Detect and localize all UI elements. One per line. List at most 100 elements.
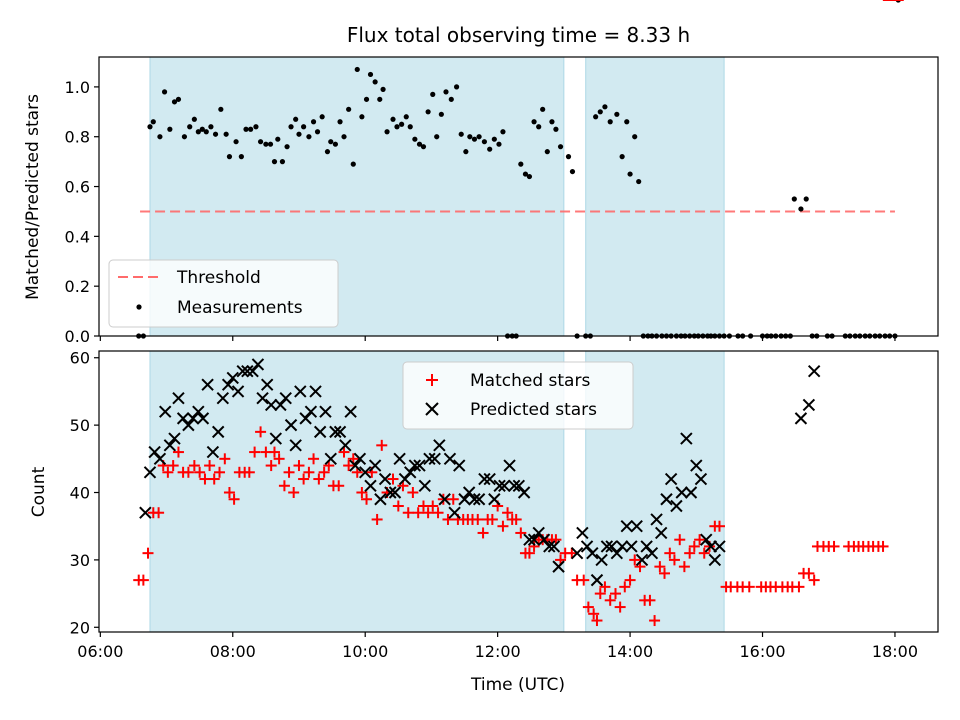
measurement-point <box>607 119 613 125</box>
measurement-point <box>526 173 533 180</box>
matched-star-point <box>387 473 399 485</box>
predicted-star-point <box>172 391 185 405</box>
measurement-point <box>569 168 576 175</box>
matched-star-point <box>713 520 725 532</box>
predicted-star-point <box>241 365 254 378</box>
measurement-point <box>208 124 214 130</box>
predicted-star-point <box>176 412 190 425</box>
predicted-star-point <box>186 412 200 425</box>
measurement-point <box>243 126 249 132</box>
predicted-star-point <box>670 499 683 513</box>
measurement-point <box>161 89 168 95</box>
matched-star-point <box>674 534 686 546</box>
matched-star-point <box>588 608 600 620</box>
matched-star-point <box>265 460 277 472</box>
matched-star-point <box>303 466 315 478</box>
measurement-point <box>544 149 550 155</box>
measurement-point <box>363 96 370 102</box>
measurement-point <box>453 84 460 90</box>
matched-star-point <box>803 567 815 579</box>
predicted-star-point <box>159 405 172 418</box>
predicted-star-point <box>605 540 618 553</box>
predicted-star-point <box>368 459 382 472</box>
predicted-star-point <box>650 513 663 526</box>
matched-star-point <box>172 446 184 458</box>
measurements-legend-swatch <box>136 304 142 310</box>
matched-star-point <box>204 460 216 472</box>
predicted-star-point <box>600 540 614 553</box>
measurement-point <box>803 196 809 202</box>
matched-star-point <box>422 507 434 519</box>
matched-star-point <box>407 487 419 499</box>
predicted-star-point <box>329 425 342 439</box>
matched-star-point <box>678 561 690 573</box>
counts-legend-box <box>402 361 634 430</box>
measurement-point <box>167 126 173 132</box>
predicted-star-point <box>428 452 441 466</box>
predicted-star-point <box>625 540 638 553</box>
x-tick-label: 18:00 <box>872 642 918 661</box>
predicted-star-point <box>488 493 501 506</box>
predicted-star-point <box>590 573 604 587</box>
measurement-point <box>147 124 153 130</box>
measurement-point <box>284 144 290 150</box>
counts-panel-frame <box>98 350 939 633</box>
matched-star-point <box>447 493 459 505</box>
predicted-star-point <box>527 533 541 546</box>
predicted-star-point <box>289 439 302 452</box>
matched-star-point <box>659 567 671 579</box>
matched-star-point <box>619 581 631 593</box>
measurement-point <box>481 139 487 145</box>
predicted-star-point <box>384 486 397 499</box>
matched-star-point <box>313 473 325 485</box>
ratio-x-ticks <box>99 336 896 341</box>
matched-star-point <box>243 466 255 478</box>
matched-star-point <box>664 547 676 559</box>
predicted-star-point <box>398 472 412 486</box>
measurement-point <box>199 126 205 132</box>
measurement-point <box>157 134 163 140</box>
predicted-star-point <box>221 378 235 391</box>
matched-star-point <box>268 446 280 458</box>
measurement-point <box>248 126 254 132</box>
measurement-point <box>191 116 197 122</box>
measurement-point <box>602 104 608 110</box>
predicted-star-point <box>163 439 177 452</box>
measurement-point <box>798 206 804 212</box>
measurement-point <box>403 114 409 120</box>
predicted-star-point <box>201 378 214 391</box>
predicted-star-point <box>231 385 245 398</box>
measurement-point <box>425 109 431 115</box>
matched-star-point <box>343 460 355 472</box>
measurement-point <box>636 178 642 185</box>
x-tick-label: 10:00 <box>342 642 388 661</box>
matched-star-point <box>412 507 424 519</box>
predicted-star-point <box>537 533 551 546</box>
measurement-point <box>301 124 307 130</box>
measurement-point <box>394 124 400 130</box>
matched-star-point <box>523 547 535 559</box>
predicted-star-point <box>309 385 322 398</box>
predicted-star-point <box>690 459 703 472</box>
measurement-point <box>367 71 374 78</box>
predicted-star-point <box>299 412 312 425</box>
measurement-point <box>467 134 473 140</box>
predicted-star-point <box>483 472 496 486</box>
shaded-interval-2 <box>585 56 725 337</box>
measurement-point <box>350 161 356 167</box>
matched-star-point <box>614 601 626 613</box>
measurement-point <box>471 136 478 142</box>
predicted-star-point <box>333 425 347 439</box>
matched-star-point <box>510 513 522 525</box>
matched-star-point <box>688 540 700 552</box>
matched-star-point <box>472 513 484 525</box>
measurement-point <box>549 119 555 125</box>
predicted-stars-series <box>139 358 821 587</box>
predicted-star-point <box>645 546 659 560</box>
ratio-legend-box <box>108 259 339 328</box>
matched-star-point <box>599 581 611 593</box>
matched-star-point <box>392 500 404 512</box>
predicted-star-point <box>443 452 457 466</box>
measurement-point <box>328 139 334 145</box>
matched-star-point <box>228 493 240 505</box>
